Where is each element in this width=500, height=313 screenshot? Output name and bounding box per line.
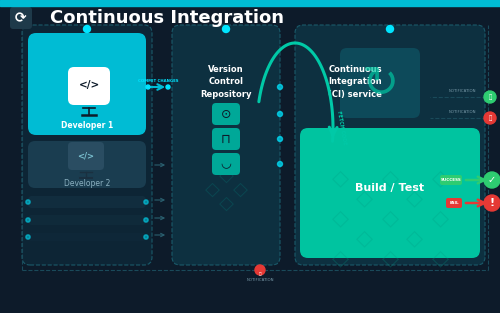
Text: ◇: ◇ [432, 208, 448, 228]
Text: NOTIFICATION: NOTIFICATION [448, 89, 476, 93]
Text: ◇: ◇ [432, 248, 448, 268]
Text: ◇: ◇ [218, 193, 234, 213]
Text: 🔔: 🔔 [488, 94, 492, 100]
Text: ◇: ◇ [218, 166, 234, 184]
Circle shape [278, 85, 282, 90]
Circle shape [146, 85, 150, 89]
Circle shape [144, 200, 148, 204]
Text: Build / Test: Build / Test [356, 183, 424, 193]
Circle shape [484, 91, 496, 103]
FancyBboxPatch shape [172, 25, 280, 265]
Text: ◇: ◇ [382, 248, 398, 268]
FancyBboxPatch shape [212, 128, 240, 150]
FancyBboxPatch shape [28, 33, 146, 135]
FancyBboxPatch shape [300, 128, 480, 258]
Text: ◇: ◇ [356, 188, 374, 208]
Text: ◇: ◇ [356, 228, 374, 248]
FancyBboxPatch shape [212, 153, 240, 175]
Circle shape [278, 162, 282, 167]
Text: FAIL: FAIL [449, 201, 459, 205]
Circle shape [484, 112, 496, 124]
Text: ◇: ◇ [432, 168, 448, 188]
Text: NOTIFICATION: NOTIFICATION [448, 110, 476, 114]
Text: Continuous
Integration
(CI) service: Continuous Integration (CI) service [328, 65, 382, 99]
Text: </>: </> [78, 80, 100, 90]
FancyBboxPatch shape [212, 103, 240, 125]
FancyBboxPatch shape [22, 25, 152, 265]
Bar [0, 0, 500, 6]
Text: COMMIT CHANGES: COMMIT CHANGES [138, 79, 178, 83]
FancyBboxPatch shape [28, 196, 146, 208]
Circle shape [26, 200, 30, 204]
Text: 🔔: 🔔 [259, 272, 261, 276]
Text: SUCCESS: SUCCESS [440, 178, 462, 182]
Text: Continuous Integration: Continuous Integration [50, 9, 284, 27]
FancyBboxPatch shape [10, 7, 32, 29]
Circle shape [484, 195, 500, 211]
Text: Version
Control
Repository: Version Control Repository [200, 65, 252, 99]
Circle shape [278, 136, 282, 141]
FancyBboxPatch shape [440, 175, 462, 185]
Text: ◇: ◇ [332, 168, 348, 188]
FancyBboxPatch shape [28, 233, 146, 241]
Text: ◇: ◇ [232, 179, 248, 198]
Text: ◇: ◇ [332, 248, 348, 268]
Circle shape [484, 172, 500, 188]
Circle shape [222, 25, 230, 33]
Circle shape [255, 265, 265, 275]
Circle shape [84, 25, 90, 33]
Text: !: ! [490, 198, 494, 208]
Text: NOTIFICATION: NOTIFICATION [246, 278, 274, 282]
Text: ⟳: ⟳ [15, 11, 27, 25]
Text: ◡: ◡ [220, 157, 232, 171]
Text: ◇: ◇ [332, 208, 348, 228]
Text: Developer 1: Developer 1 [61, 121, 113, 130]
FancyBboxPatch shape [68, 67, 110, 105]
Text: ✓: ✓ [488, 175, 496, 185]
Text: ⊙: ⊙ [221, 107, 231, 121]
Circle shape [144, 235, 148, 239]
Circle shape [386, 25, 394, 33]
Text: FETCH CODE: FETCH CODE [336, 110, 346, 146]
Circle shape [278, 111, 282, 116]
Circle shape [166, 85, 170, 89]
Text: ◇: ◇ [406, 188, 424, 208]
Text: ◇: ◇ [382, 208, 398, 228]
FancyBboxPatch shape [68, 142, 104, 170]
Text: ◇: ◇ [406, 228, 424, 248]
Text: 🔔: 🔔 [488, 115, 492, 121]
Circle shape [26, 235, 30, 239]
Circle shape [26, 218, 30, 222]
FancyBboxPatch shape [295, 25, 485, 265]
Text: ⊓: ⊓ [221, 132, 231, 146]
Text: ↻: ↻ [362, 64, 399, 106]
Text: Developer 2: Developer 2 [64, 178, 110, 187]
Text: </>: </> [78, 151, 94, 161]
Text: ◇: ◇ [382, 168, 398, 188]
FancyBboxPatch shape [446, 198, 462, 208]
Circle shape [144, 218, 148, 222]
FancyBboxPatch shape [28, 141, 146, 188]
FancyBboxPatch shape [28, 215, 146, 225]
Text: ◇: ◇ [204, 179, 220, 198]
FancyBboxPatch shape [340, 48, 420, 118]
